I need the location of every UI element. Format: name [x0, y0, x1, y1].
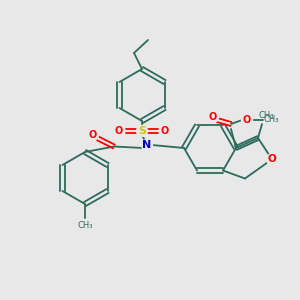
Circle shape	[136, 125, 148, 136]
Text: O: O	[243, 115, 251, 125]
Text: O: O	[89, 130, 97, 140]
Text: N: N	[142, 140, 152, 150]
Text: O: O	[268, 154, 276, 164]
Text: CH₃: CH₃	[258, 112, 274, 121]
Circle shape	[266, 154, 278, 165]
Circle shape	[88, 129, 98, 140]
Circle shape	[242, 115, 253, 125]
Circle shape	[208, 112, 218, 122]
Text: O: O	[161, 126, 169, 136]
Text: S: S	[138, 126, 146, 136]
Circle shape	[113, 125, 124, 136]
Text: O: O	[209, 112, 217, 122]
Text: CH₃: CH₃	[77, 220, 93, 230]
Text: CH₃: CH₃	[263, 116, 279, 124]
Text: O: O	[115, 126, 123, 136]
Circle shape	[142, 140, 152, 151]
Circle shape	[160, 125, 170, 136]
